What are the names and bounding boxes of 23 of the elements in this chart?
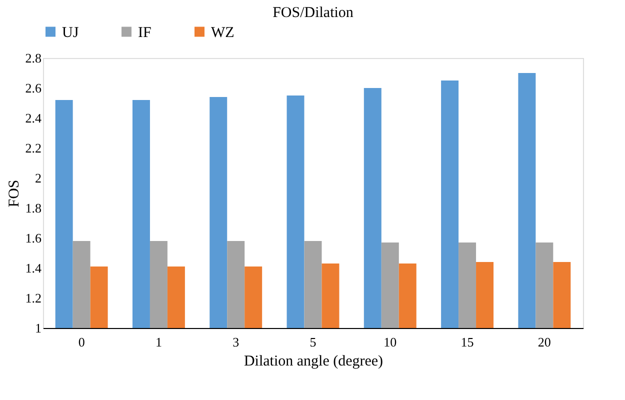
x-tick-label: 20 [538, 334, 551, 350]
y-tick-label: 2.2 [25, 140, 42, 156]
y-tick-label: 1.6 [25, 230, 42, 246]
y-tick-label: 1.8 [25, 200, 42, 216]
y-tick-label: 1 [35, 320, 42, 336]
y-axis-title: FOS [6, 180, 22, 208]
x-tick-label: 5 [310, 334, 316, 350]
y-tick-label: 2 [35, 170, 42, 186]
x-axis-title: Dilation angle (degree) [244, 354, 384, 370]
legend-label: IF [138, 24, 152, 41]
y-tick-label: 2.4 [25, 110, 42, 126]
legend-label: UJ [62, 24, 79, 41]
x-tick-label: 3 [232, 334, 240, 350]
x-tick-label: 0 [78, 334, 85, 350]
y-tick-label: 1.4 [25, 260, 42, 276]
legend-label: WZ [211, 24, 234, 41]
y-tick-label: 1.2 [25, 290, 42, 306]
y-tick-label: 2.6 [25, 80, 42, 96]
chart-title: FOS/Dilation [272, 5, 354, 21]
y-tick-label: 2.8 [25, 50, 42, 66]
x-tick-label: 1 [155, 334, 162, 350]
x-tick-label: 15 [460, 334, 474, 350]
x-tick-label: 10 [384, 334, 397, 350]
